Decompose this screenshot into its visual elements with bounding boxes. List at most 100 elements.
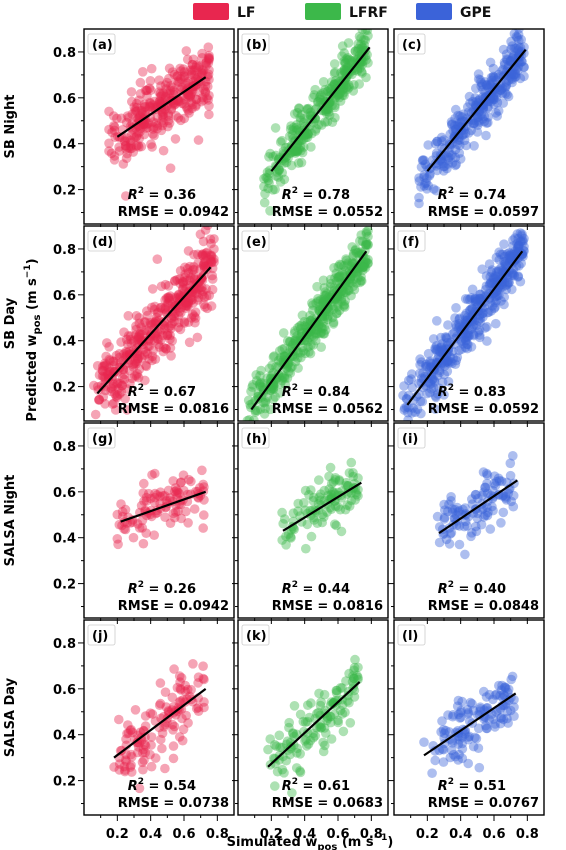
data-point bbox=[150, 488, 160, 499]
data-point bbox=[356, 39, 366, 50]
data-point bbox=[327, 312, 338, 323]
data-point bbox=[285, 368, 296, 378]
data-point bbox=[292, 331, 302, 342]
data-point bbox=[119, 327, 129, 338]
data-point bbox=[353, 491, 363, 501]
data-point bbox=[250, 407, 261, 417]
data-point bbox=[415, 354, 425, 364]
data-point bbox=[190, 313, 201, 323]
data-point bbox=[505, 250, 515, 261]
data-point bbox=[89, 380, 99, 391]
data-point bbox=[288, 339, 298, 349]
data-point bbox=[460, 294, 471, 304]
data-point bbox=[454, 321, 465, 331]
data-point bbox=[313, 293, 323, 304]
data-point bbox=[487, 501, 497, 512]
data-point bbox=[305, 735, 316, 746]
data-point bbox=[304, 121, 315, 131]
data-point bbox=[278, 518, 289, 529]
data-point bbox=[251, 370, 261, 380]
data-point bbox=[492, 476, 502, 487]
data-point bbox=[483, 82, 493, 93]
data-point bbox=[480, 87, 490, 97]
data-point bbox=[481, 692, 492, 702]
panel-label-box bbox=[397, 33, 426, 55]
panel-label: (b) bbox=[246, 38, 267, 53]
data-point bbox=[494, 475, 505, 486]
data-point bbox=[493, 276, 503, 286]
data-point bbox=[480, 510, 491, 520]
data-point bbox=[90, 409, 101, 420]
data-point bbox=[493, 473, 504, 484]
data-point bbox=[180, 298, 191, 308]
data-point bbox=[168, 753, 179, 764]
data-point bbox=[271, 374, 281, 384]
data-point bbox=[475, 313, 486, 324]
fit-line-h bbox=[282, 481, 362, 532]
data-point bbox=[440, 161, 450, 172]
data-point bbox=[112, 390, 123, 401]
data-point bbox=[100, 358, 110, 369]
data-point bbox=[157, 111, 168, 121]
legend-swatch-lfrf bbox=[305, 3, 341, 20]
data-point bbox=[149, 304, 160, 315]
data-point bbox=[321, 289, 332, 299]
data-point bbox=[497, 276, 507, 287]
data-point bbox=[294, 127, 305, 137]
data-point bbox=[432, 511, 443, 522]
data-point bbox=[329, 79, 340, 90]
data-point bbox=[470, 306, 480, 317]
data-point bbox=[475, 94, 485, 104]
data-point bbox=[272, 766, 283, 777]
data-point bbox=[289, 740, 299, 750]
data-point bbox=[336, 260, 347, 270]
data-point bbox=[197, 250, 208, 260]
data-point bbox=[348, 249, 359, 259]
data-point bbox=[114, 765, 125, 775]
data-point bbox=[410, 407, 421, 418]
data-point bbox=[501, 80, 512, 90]
data-point bbox=[265, 165, 275, 176]
data-point bbox=[172, 71, 183, 81]
data-point bbox=[163, 328, 173, 339]
data-point bbox=[146, 732, 157, 742]
data-point bbox=[322, 103, 333, 114]
data-point bbox=[502, 277, 513, 287]
data-point bbox=[173, 289, 184, 300]
panel-frame bbox=[237, 422, 389, 619]
panel-frame bbox=[237, 225, 389, 422]
data-point bbox=[333, 90, 343, 100]
data-point bbox=[290, 356, 301, 367]
data-point bbox=[457, 324, 467, 334]
data-point bbox=[172, 682, 183, 693]
data-point bbox=[123, 728, 134, 738]
data-point bbox=[286, 160, 297, 171]
data-point bbox=[197, 92, 208, 103]
data-point bbox=[466, 293, 476, 303]
data-point bbox=[112, 392, 122, 403]
data-point bbox=[438, 744, 449, 755]
data-point bbox=[435, 367, 445, 378]
data-point bbox=[463, 707, 474, 718]
data-point bbox=[127, 373, 137, 384]
data-point bbox=[128, 362, 139, 372]
data-point bbox=[463, 339, 473, 350]
data-point bbox=[141, 361, 152, 372]
data-point bbox=[198, 236, 209, 247]
data-point bbox=[485, 278, 496, 289]
data-point bbox=[192, 332, 203, 343]
data-point bbox=[485, 80, 496, 90]
data-point bbox=[134, 331, 144, 342]
data-point bbox=[505, 458, 516, 469]
data-point bbox=[109, 367, 119, 377]
data-point bbox=[303, 103, 314, 114]
data-point bbox=[313, 119, 324, 130]
data-point bbox=[431, 357, 442, 368]
data-point bbox=[356, 275, 366, 286]
data-point bbox=[500, 259, 510, 269]
data-point bbox=[140, 711, 151, 721]
data-point bbox=[107, 384, 117, 394]
data-point bbox=[132, 369, 143, 379]
data-point bbox=[472, 508, 483, 519]
